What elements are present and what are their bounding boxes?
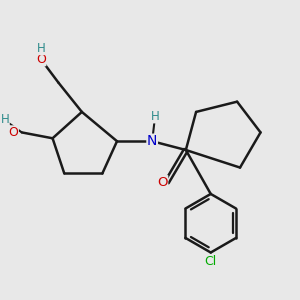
Text: O: O xyxy=(36,53,46,66)
Text: N: N xyxy=(147,134,157,148)
Text: H: H xyxy=(37,42,45,55)
Text: H: H xyxy=(1,113,9,126)
Text: O: O xyxy=(8,126,18,139)
Text: Cl: Cl xyxy=(205,255,217,268)
Text: H: H xyxy=(151,110,160,123)
Text: O: O xyxy=(157,176,168,189)
